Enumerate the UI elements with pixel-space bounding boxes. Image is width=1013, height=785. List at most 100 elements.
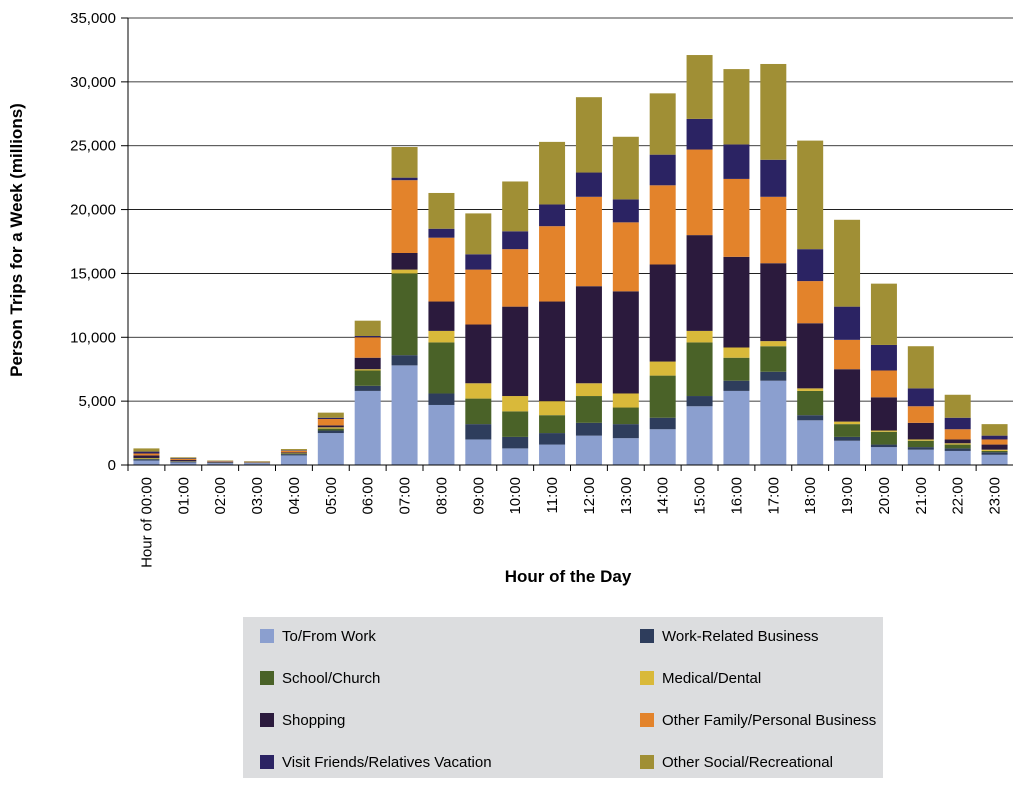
- legend-label: Medical/Dental: [662, 670, 761, 687]
- bar-segment: [576, 396, 602, 423]
- bar-segment: [908, 441, 934, 447]
- bar-segment: [687, 150, 713, 236]
- bar-segment: [945, 429, 971, 439]
- bar-segment: [613, 199, 639, 222]
- legend-label: Other Social/Recreational: [662, 754, 833, 771]
- bar-segment: [760, 160, 786, 197]
- bar-segment: [723, 69, 749, 144]
- legend-swatch: [260, 755, 274, 769]
- bar-segment: [281, 452, 307, 453]
- y-tick-label: 20,000: [70, 202, 116, 219]
- bar-segment: [687, 406, 713, 465]
- x-tick-label: 15:00: [692, 477, 709, 515]
- legend-label: School/Church: [282, 670, 380, 687]
- bar-segment: [539, 401, 565, 415]
- x-tick-label: 02:00: [212, 477, 229, 515]
- bar-segment: [281, 454, 307, 455]
- bar-segment: [687, 55, 713, 119]
- y-tick-label: 5,000: [78, 393, 116, 410]
- bar-segment: [392, 253, 418, 270]
- x-tick-label: 22:00: [950, 477, 967, 515]
- bar-segment: [797, 249, 823, 281]
- bar-segment: [834, 220, 860, 307]
- bar-segment: [982, 424, 1008, 435]
- bar-segment: [133, 454, 159, 456]
- x-tick-label: 21:00: [913, 477, 930, 515]
- bar-segment: [133, 452, 159, 454]
- bar-segment: [908, 439, 934, 440]
- bar-segment: [502, 396, 528, 411]
- y-tick-label: 10,000: [70, 329, 116, 346]
- bar-segment: [650, 376, 676, 418]
- bar-segment: [613, 137, 639, 200]
- bar-segment: [871, 284, 897, 345]
- bar-segment: [982, 439, 1008, 444]
- bar-segment: [982, 452, 1008, 455]
- y-axis-title: Person Trips for a Week (millions): [7, 103, 26, 377]
- bar-segment: [871, 447, 897, 465]
- bar-segment: [723, 381, 749, 391]
- bar-segment: [723, 348, 749, 358]
- bar-segment: [871, 345, 897, 371]
- bar-segment: [318, 433, 344, 465]
- bar-segment: [133, 459, 159, 460]
- bar-segment: [355, 336, 381, 337]
- bar-segment: [355, 391, 381, 465]
- bar-segment: [945, 439, 971, 443]
- bar-segment: [797, 281, 823, 323]
- bar-segment: [318, 419, 344, 425]
- bar-segment: [170, 457, 196, 458]
- bar-segment: [797, 391, 823, 415]
- bar-segment: [392, 180, 418, 253]
- bar-segment: [502, 448, 528, 465]
- bar-segment: [465, 439, 491, 465]
- y-tick-label: 30,000: [70, 74, 116, 91]
- x-tick-label: 01:00: [175, 477, 192, 515]
- bar-segment: [318, 431, 344, 434]
- bar-segment: [613, 408, 639, 425]
- x-tick-label: 17:00: [765, 477, 782, 515]
- bar-segment: [281, 449, 307, 450]
- x-axis-title: Hour of the Day: [505, 567, 632, 586]
- bar-segment: [650, 264, 676, 361]
- bar-segment: [465, 270, 491, 325]
- legend-swatch: [260, 629, 274, 643]
- bar-segment: [687, 119, 713, 150]
- bar-segment: [428, 405, 454, 465]
- bar-segment: [650, 155, 676, 186]
- legend-swatch: [640, 629, 654, 643]
- bar-segment: [207, 461, 233, 462]
- bar-segment: [871, 397, 897, 430]
- bar-segment: [465, 399, 491, 425]
- bar-segment: [760, 263, 786, 341]
- bar-segment: [760, 197, 786, 263]
- bar-segment: [355, 386, 381, 391]
- bar-segment: [982, 436, 1008, 440]
- bar-segment: [723, 358, 749, 381]
- bar-segment: [613, 438, 639, 465]
- bar-segment: [797, 323, 823, 388]
- bar-segment: [281, 450, 307, 451]
- bar-segment: [465, 424, 491, 439]
- bar-segment: [539, 415, 565, 433]
- bar-segment: [392, 178, 418, 181]
- bar-segment: [982, 445, 1008, 450]
- bar-segment: [428, 302, 454, 331]
- bar-segment: [908, 447, 934, 450]
- bar-segment: [539, 433, 565, 444]
- legend-swatch: [640, 671, 654, 685]
- bar-segment: [428, 331, 454, 342]
- y-tick-label: 15,000: [70, 265, 116, 282]
- bar-segment: [428, 238, 454, 302]
- bar-segment: [650, 185, 676, 264]
- bar-segment: [945, 418, 971, 429]
- bar-segment: [834, 424, 860, 437]
- bar-segment: [723, 391, 749, 465]
- bar-segment: [428, 229, 454, 238]
- bar-segment: [760, 64, 786, 160]
- x-tick-label: 20:00: [876, 477, 893, 515]
- bar-segment: [281, 455, 307, 465]
- bar-segment: [982, 455, 1008, 465]
- bar-segment: [687, 331, 713, 342]
- bar-segment: [908, 450, 934, 465]
